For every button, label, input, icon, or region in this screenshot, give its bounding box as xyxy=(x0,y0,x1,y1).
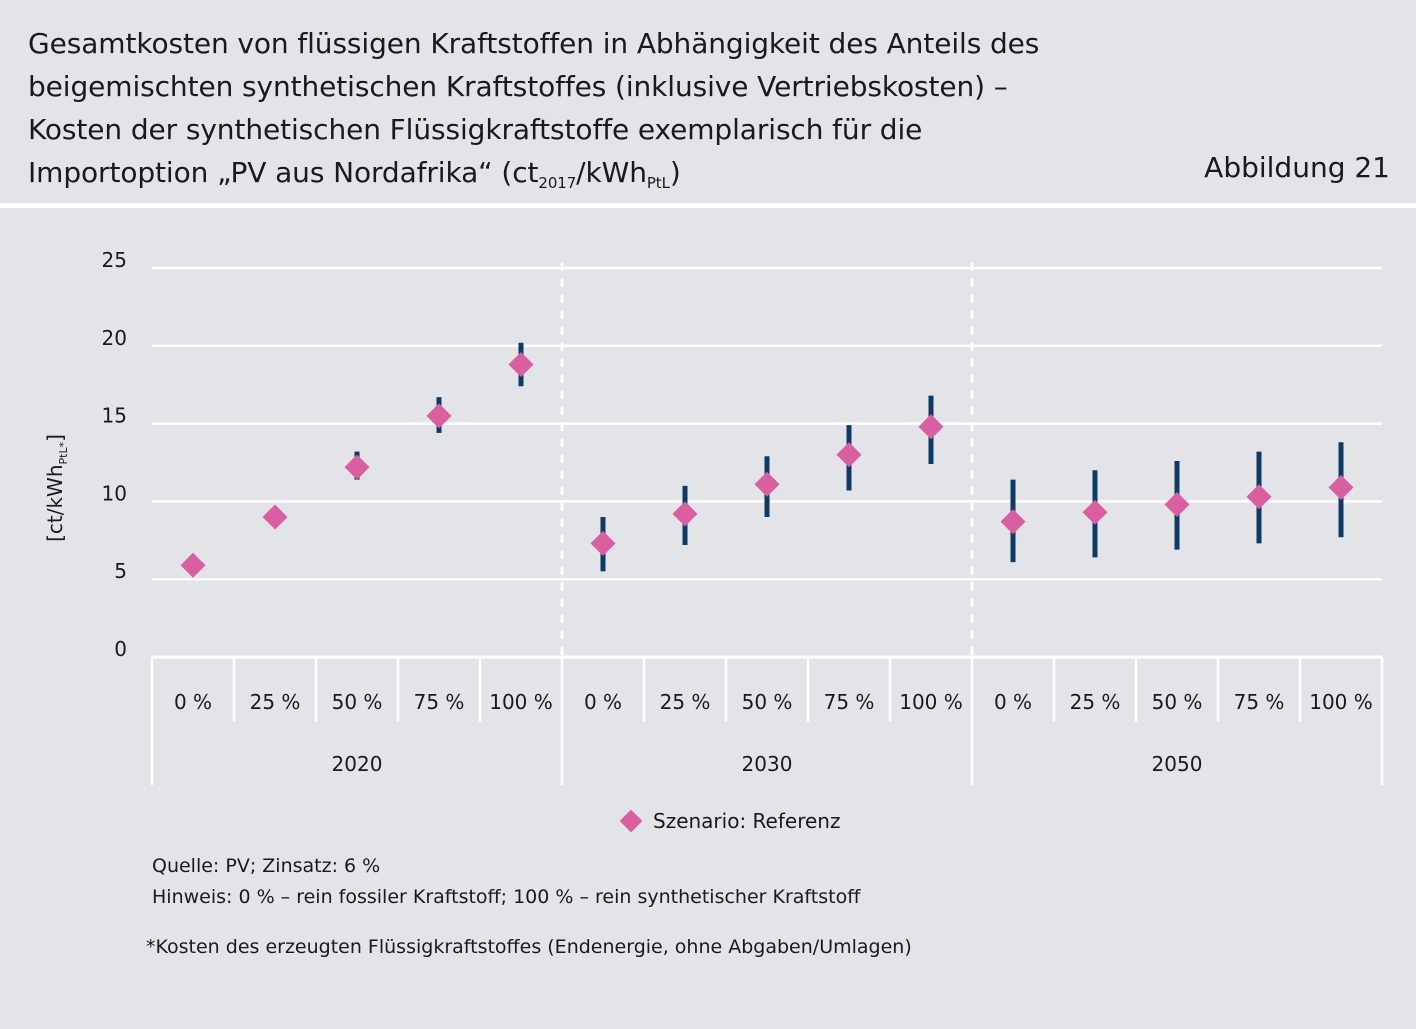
y-tick-label: 20 xyxy=(102,326,127,350)
group-label: 2050 xyxy=(1152,752,1203,776)
data-point-diamond xyxy=(836,442,862,468)
x-tick-label: 100 % xyxy=(489,690,553,714)
x-tick-label: 75 % xyxy=(414,690,465,714)
data-point-diamond xyxy=(1164,492,1190,518)
title-sub-ptl: PtL xyxy=(646,174,670,192)
x-tick-label: 0 % xyxy=(584,690,622,714)
x-tick-label: 0 % xyxy=(994,690,1032,714)
hint-note: Hinweis: 0 % – rein fossiler Kraftstoff;… xyxy=(152,886,861,908)
data-point-diamond xyxy=(344,454,370,480)
title-line-4: Importoption „PV aus Nordafrika“ (ct2017… xyxy=(28,151,1178,194)
data-point-diamond xyxy=(1328,474,1354,500)
chart-plot: 0 5 10 15 20 25 0 % 25 % 50 % 75 % 100 % 0 % 25 % 50 … xyxy=(43,248,1384,785)
x-tick-label: 25 % xyxy=(1070,690,1121,714)
y-axis-label: [ct/kWhPtL*] xyxy=(43,434,70,542)
title-line-3: Kosten der synthetischen Flüssigkraftsto… xyxy=(28,113,923,146)
header-divider xyxy=(0,203,1416,208)
x-tick-label: 75 % xyxy=(1234,690,1285,714)
legend-label: Szenario: Referenz xyxy=(653,809,841,833)
title-line-4-mid: /kWh xyxy=(576,156,647,189)
data-point-diamond xyxy=(918,414,944,440)
data-point-diamond xyxy=(1082,499,1108,525)
source-note: Quelle: PV; Zinsatz: 6 % xyxy=(152,855,381,877)
data-point-diamond xyxy=(508,351,534,377)
x-tick-label: 25 % xyxy=(660,690,711,714)
x-tick-label: 25 % xyxy=(250,690,301,714)
y-tick-label: 15 xyxy=(102,404,127,428)
data-point-diamond xyxy=(1246,484,1272,510)
chart-legend: Szenario: Referenz xyxy=(619,806,841,836)
x-tick-label: 75 % xyxy=(824,690,875,714)
x-tick-label: 0 % xyxy=(174,690,212,714)
data-point-diamond xyxy=(180,552,206,578)
data-point-diamond xyxy=(426,403,452,429)
x-tick-label: 100 % xyxy=(1309,690,1373,714)
y-tick-label: 25 xyxy=(102,248,127,272)
x-tick-label: 50 % xyxy=(332,690,383,714)
title-sub-year: 2017 xyxy=(538,174,577,192)
figure-header: Gesamtkosten von flüssigen Kraftstoffen … xyxy=(0,0,1416,203)
footnote: *Kosten des erzeugten Flüssigkraftstoffe… xyxy=(146,936,912,958)
legend-diamond-icon xyxy=(619,809,643,833)
data-point-diamond xyxy=(754,471,780,497)
data-point-diamond xyxy=(262,504,288,530)
title-line-4-prefix: Importoption „PV aus Nordafrika“ (ct xyxy=(28,156,539,189)
title-line-1: Gesamtkosten von flüssigen Kraftstoffen … xyxy=(28,27,1040,60)
data-point-diamond xyxy=(672,501,698,527)
x-tick-label: 100 % xyxy=(899,690,963,714)
figure-label: Abbildung 21 xyxy=(1204,151,1390,184)
y-tick-label: 0 xyxy=(114,637,127,661)
x-tick-label: 50 % xyxy=(1152,690,1203,714)
data-point-diamond xyxy=(590,530,616,556)
group-label: 2020 xyxy=(332,752,383,776)
data-point-diamond xyxy=(1000,509,1026,535)
y-tick-label: 10 xyxy=(102,481,127,505)
x-tick-label: 50 % xyxy=(742,690,793,714)
title-line-2: beigemischten synthetischen Kraftstoffes… xyxy=(28,70,1008,103)
y-tick-label: 5 xyxy=(114,559,127,583)
chart-title: Gesamtkosten von flüssigen Kraftstoffen … xyxy=(28,22,1178,194)
title-line-4-suffix: ) xyxy=(669,156,681,189)
group-label: 2030 xyxy=(742,752,793,776)
